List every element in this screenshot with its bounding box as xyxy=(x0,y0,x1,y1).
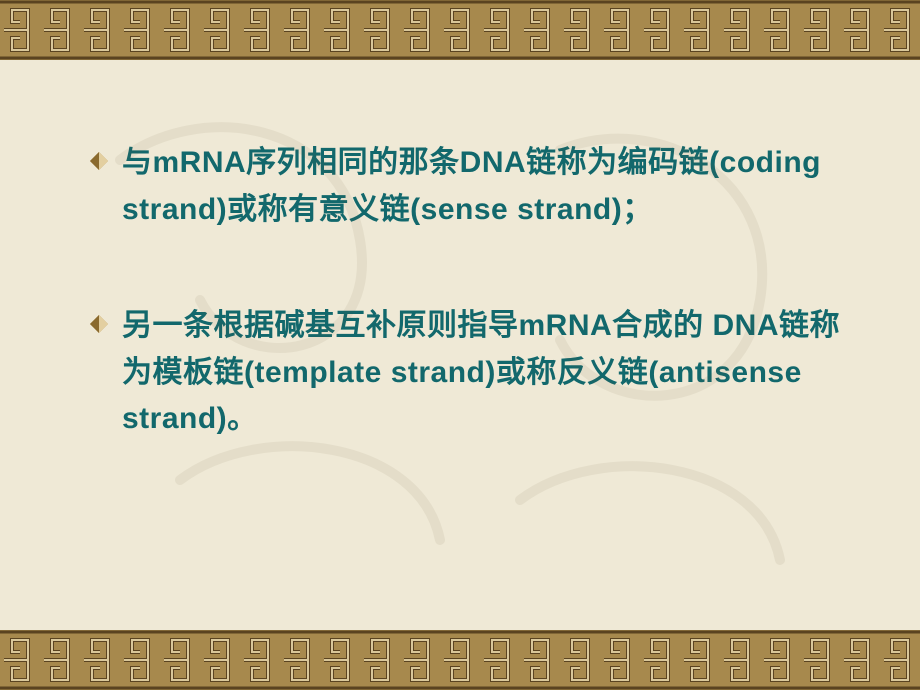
slide: 与mRNA序列相同的那条DNA链称为编码链(coding strand)或称有意… xyxy=(0,0,920,690)
bullet-item-1: 与mRNA序列相同的那条DNA链称为编码链(coding strand)或称有意… xyxy=(90,140,850,233)
bullet-text-1: 与mRNA序列相同的那条DNA链称为编码链(coding strand)或称有意… xyxy=(122,140,850,233)
bullet-item-2: 另一条根据碱基互补原则指导mRNA合成的 DNA链称为模板链(template … xyxy=(90,303,850,443)
content-area: 与mRNA序列相同的那条DNA链称为编码链(coding strand)或称有意… xyxy=(0,60,920,630)
decorative-border-bottom xyxy=(0,630,920,690)
decorative-border-top xyxy=(0,0,920,60)
diamond-bullet-icon xyxy=(90,152,108,170)
diamond-bullet-icon xyxy=(90,315,108,333)
bullet-text-2: 另一条根据碱基互补原则指导mRNA合成的 DNA链称为模板链(template … xyxy=(122,303,850,443)
